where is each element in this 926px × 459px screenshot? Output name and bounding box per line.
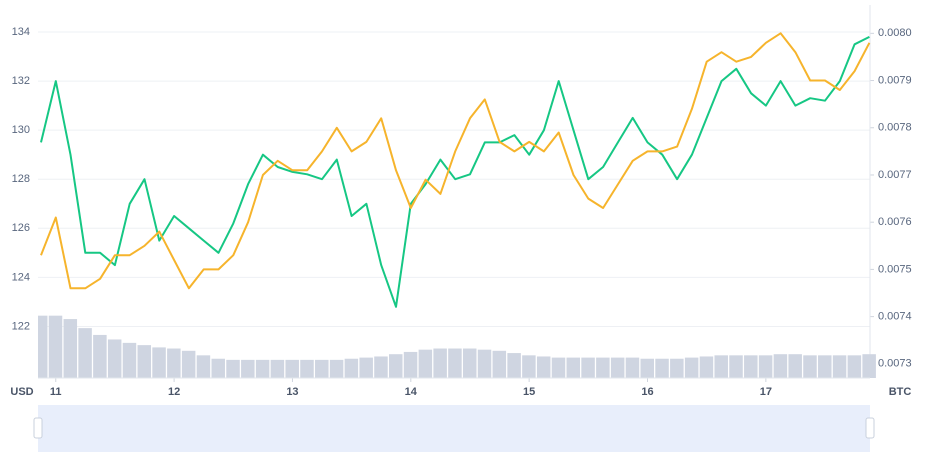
volume-bar bbox=[63, 319, 78, 378]
y-axis-label: USD bbox=[10, 386, 33, 398]
volume-bar bbox=[93, 334, 107, 378]
volume-bar bbox=[862, 354, 876, 378]
volume-bar bbox=[699, 356, 714, 378]
y2-tick-label: 0.0079 bbox=[878, 74, 912, 86]
x-tick-label: 15 bbox=[523, 386, 535, 398]
volume-bar bbox=[315, 359, 329, 378]
volume-bar bbox=[152, 347, 166, 378]
volume-bar bbox=[492, 350, 507, 378]
volume-bar bbox=[566, 357, 581, 378]
volume-bar bbox=[389, 354, 403, 378]
navigator-bg bbox=[38, 405, 870, 452]
volume-bar bbox=[536, 356, 551, 378]
volume-bar bbox=[818, 355, 832, 378]
volume-bar bbox=[714, 355, 728, 378]
y-tick-label: 132 bbox=[12, 75, 30, 87]
volume-bar bbox=[670, 358, 684, 378]
x-tick-label: 11 bbox=[50, 386, 62, 398]
volume-bar bbox=[522, 355, 536, 378]
volume-bar bbox=[433, 348, 447, 378]
y2-tick-label: 0.0077 bbox=[878, 169, 912, 181]
volume-bar bbox=[285, 359, 299, 378]
y-tick-label: 124 bbox=[12, 271, 30, 283]
volume-bar bbox=[847, 355, 862, 378]
y-tick-label: 128 bbox=[12, 173, 30, 185]
volume-bar bbox=[181, 350, 196, 378]
volume-bar bbox=[211, 358, 225, 378]
volume-bar bbox=[610, 357, 625, 378]
y2-tick-label: 0.0078 bbox=[878, 122, 912, 134]
volume-bar bbox=[122, 342, 137, 378]
volume-bar bbox=[758, 355, 773, 378]
volume-bar bbox=[255, 359, 270, 378]
y-tick-label: 126 bbox=[12, 222, 30, 234]
volume-bar bbox=[625, 357, 640, 378]
volume-bar bbox=[462, 348, 477, 378]
volume-bar bbox=[729, 355, 743, 378]
volume-bar bbox=[581, 357, 595, 378]
volume-bar bbox=[344, 358, 359, 378]
volume-bar bbox=[226, 359, 240, 378]
volume-bar bbox=[48, 315, 63, 378]
y2-tick-label: 0.0075 bbox=[878, 263, 912, 275]
volume-bar bbox=[359, 357, 373, 378]
volume-bar bbox=[507, 353, 521, 378]
volume-bar bbox=[107, 339, 122, 378]
volume-bar bbox=[744, 355, 758, 378]
volume-bar bbox=[167, 348, 181, 378]
navigator-handle[interactable] bbox=[33, 417, 43, 439]
volume-bar bbox=[803, 355, 817, 378]
volume-bar bbox=[832, 355, 847, 378]
volume-bar bbox=[640, 358, 655, 378]
volume-bar bbox=[448, 348, 462, 378]
x-tick-label: 12 bbox=[168, 386, 180, 398]
x-tick-label: 13 bbox=[286, 386, 298, 398]
volume-bar bbox=[788, 354, 802, 378]
volume-bar bbox=[196, 355, 211, 378]
y2-tick-label: 0.0073 bbox=[878, 358, 912, 370]
y-tick-label: 130 bbox=[12, 124, 30, 136]
plot: 122 124 126 128 130 132 134 0.0073 0.0074 0.0075 0… bbox=[12, 5, 912, 447]
x-tick-label: 14 bbox=[405, 386, 418, 398]
volume-bar bbox=[418, 349, 433, 378]
volume-bar bbox=[270, 359, 285, 378]
volume-bar bbox=[403, 351, 418, 378]
volume-bar bbox=[684, 357, 699, 378]
x-tick-label: 17 bbox=[760, 386, 772, 398]
y2-tick-label: 0.0076 bbox=[878, 216, 912, 228]
y2-tick-label: 0.0074 bbox=[878, 311, 912, 323]
navigator-handle[interactable] bbox=[865, 417, 875, 439]
price-line bbox=[40, 32, 871, 290]
y-tick-label: 134 bbox=[12, 26, 30, 38]
volume-bar bbox=[773, 354, 788, 378]
y2-axis-label: BTC bbox=[889, 386, 912, 398]
volume-bar bbox=[137, 345, 152, 378]
volume-bar bbox=[655, 358, 669, 378]
volume-bar bbox=[596, 357, 610, 378]
volume-bar bbox=[551, 357, 566, 378]
x-tick-label: 16 bbox=[641, 386, 653, 398]
volume-bar bbox=[78, 328, 92, 378]
volume-bar bbox=[38, 315, 48, 378]
volume-bar bbox=[329, 359, 344, 378]
volume-bar bbox=[477, 349, 492, 378]
y2-tick-label: 0.0080 bbox=[878, 27, 912, 39]
y-tick-label: 122 bbox=[12, 320, 30, 332]
volume-bar bbox=[241, 359, 255, 378]
price-line bbox=[40, 36, 870, 308]
volume-bar bbox=[374, 356, 388, 378]
volume-bar bbox=[300, 359, 314, 378]
